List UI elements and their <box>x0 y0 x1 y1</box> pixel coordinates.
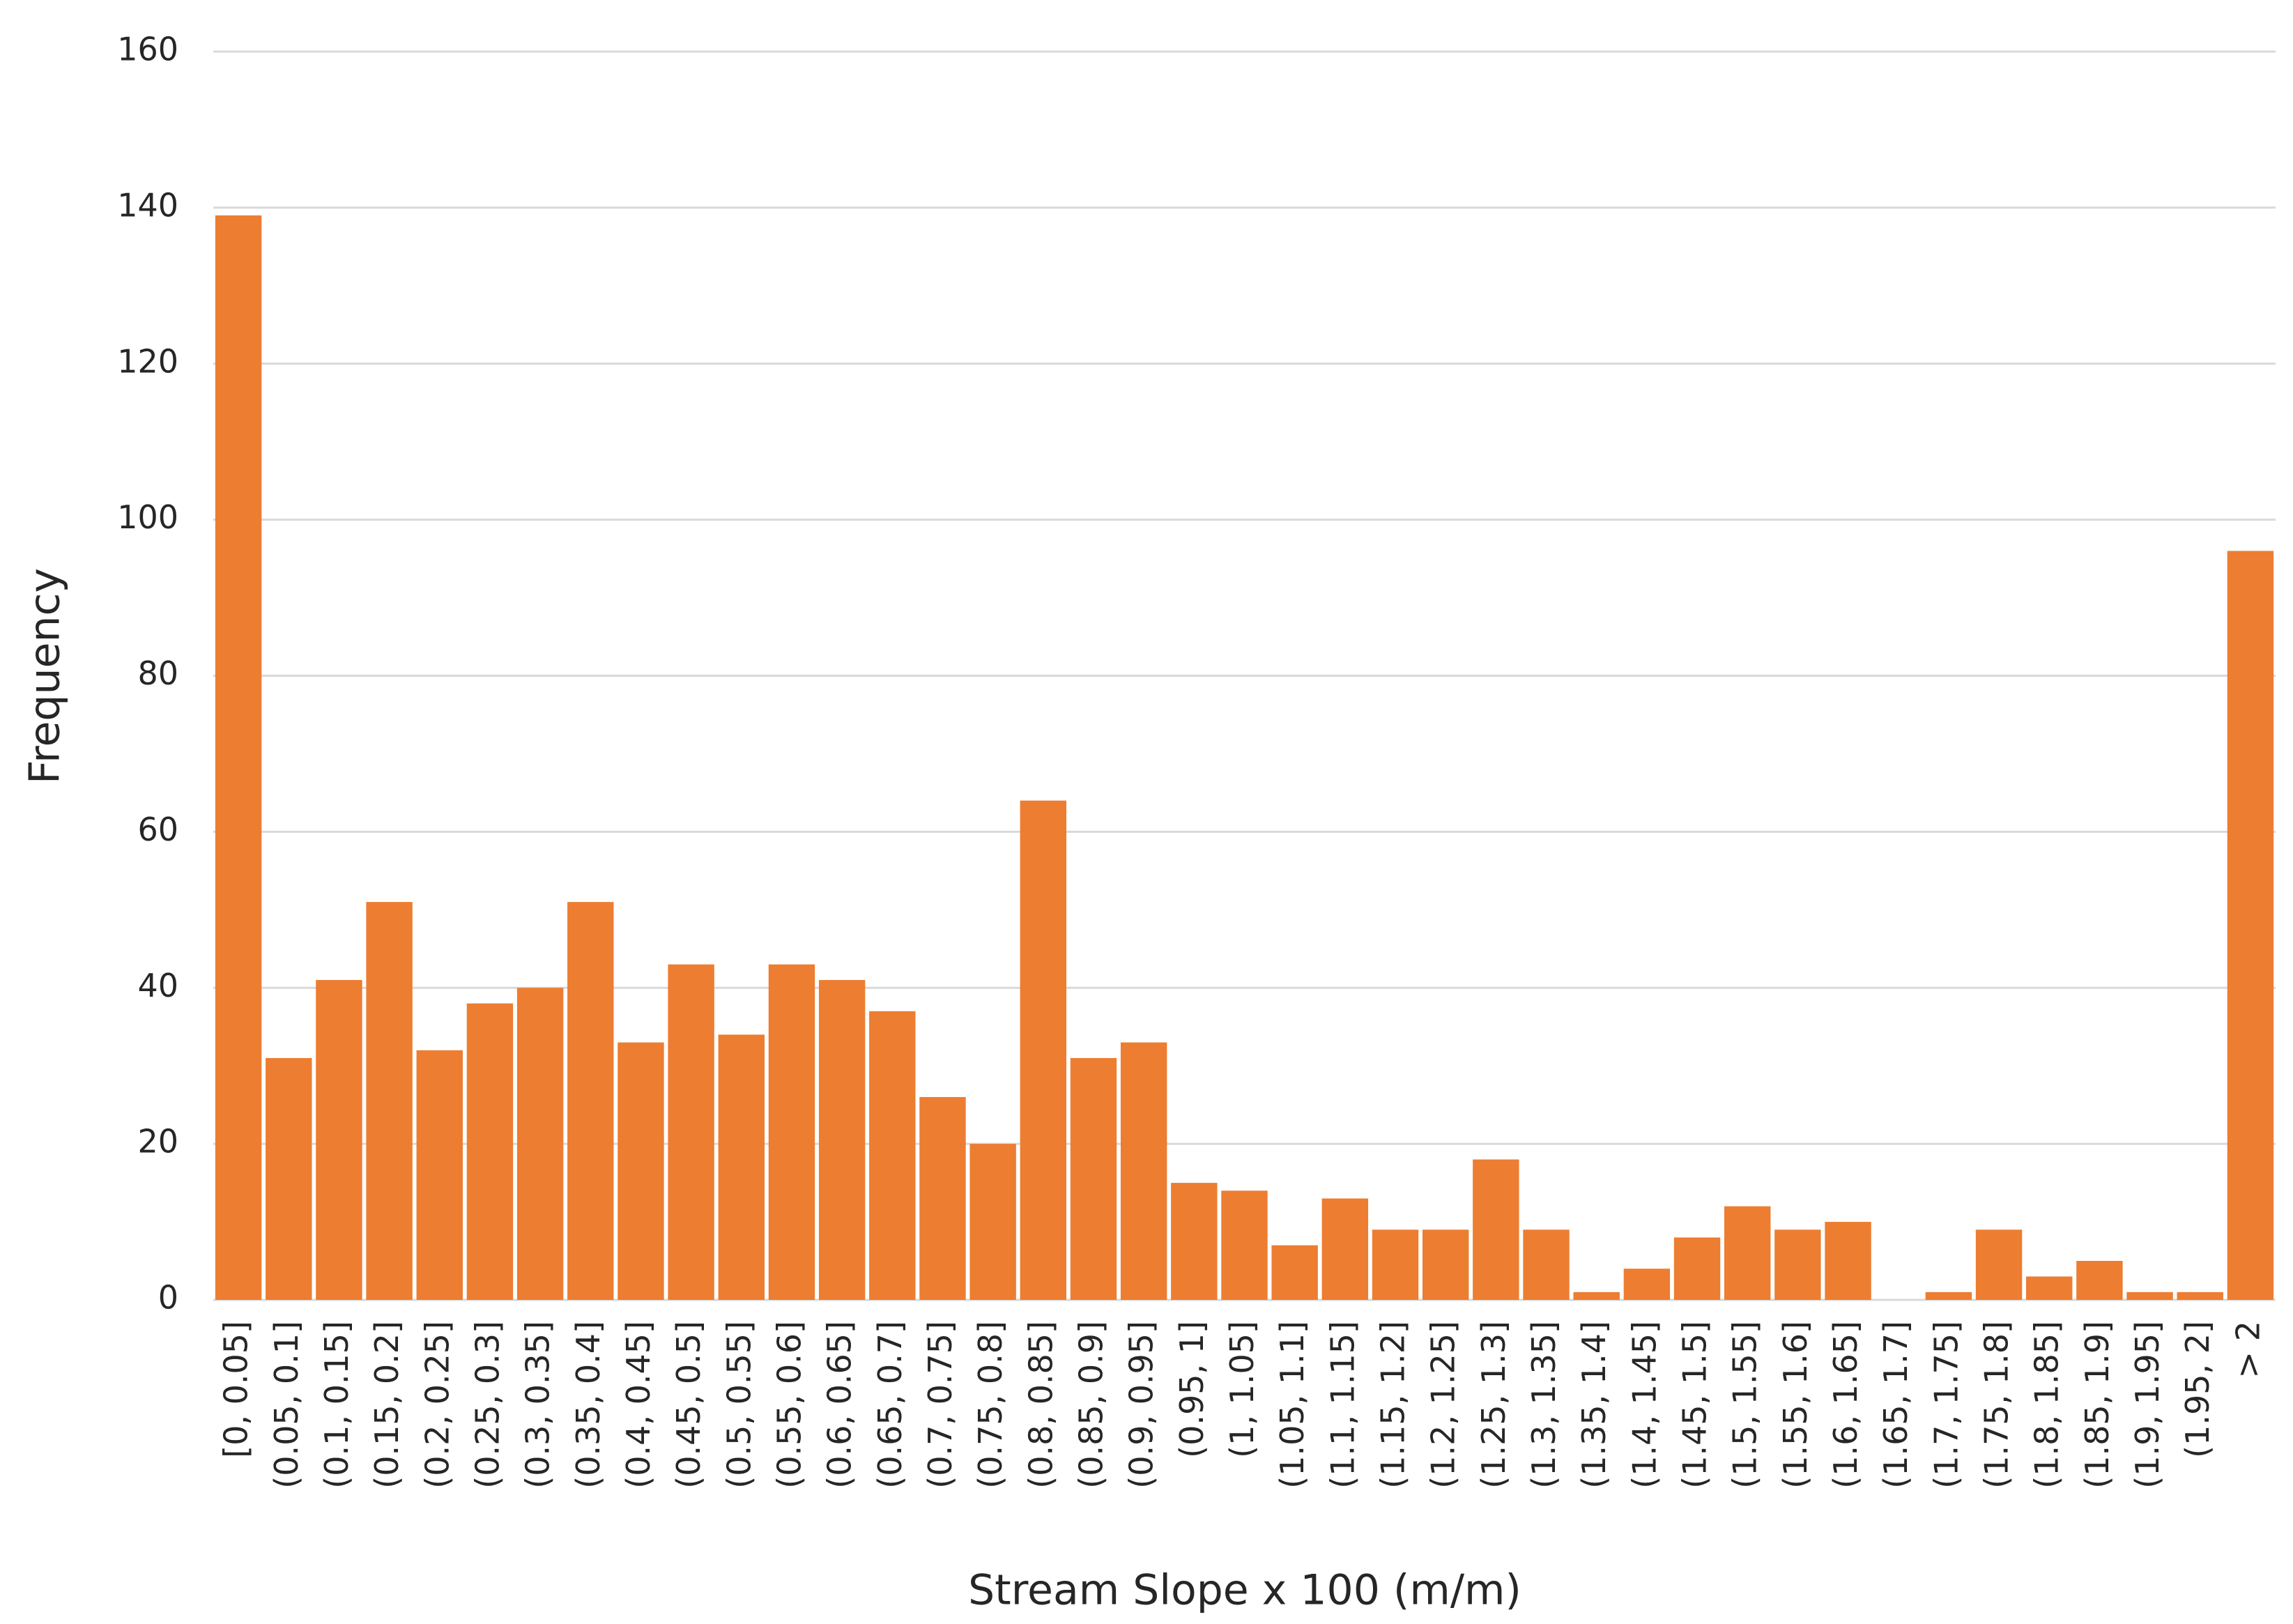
bar <box>516 988 564 1300</box>
x-tick-label: (0.85, 0.9] <box>1072 1321 1110 1489</box>
x-tick-label: (0.45, 0.5] <box>670 1321 707 1489</box>
x-tick-label: [0, 0.05] <box>217 1321 255 1458</box>
x-tick-label: (0.9, 0.95] <box>1123 1321 1160 1489</box>
x-tick-label: (0.4, 0.45] <box>620 1321 657 1489</box>
x-tick-label: (0.55, 0.6] <box>770 1321 808 1489</box>
bar <box>768 964 815 1300</box>
bar <box>416 1050 463 1300</box>
x-tick-label: (0.95, 1] <box>1173 1321 1211 1458</box>
bar <box>668 964 714 1300</box>
bar <box>1975 1230 2023 1300</box>
bar <box>1020 800 1067 1300</box>
y-tick-label: 60 <box>137 811 178 848</box>
x-tick-label: (1.2, 1.25] <box>1425 1321 1462 1489</box>
bar <box>869 1011 916 1300</box>
x-tick-label: (1.3, 1.35] <box>1525 1321 1563 1489</box>
x-tick-label: (1.65, 1.7] <box>1877 1321 1915 1489</box>
bar <box>1473 1159 1519 1300</box>
y-tick-label: 140 <box>117 186 178 224</box>
x-axis-title: Stream Slope x 100 (m/m) <box>968 1566 1521 1615</box>
bar <box>1171 1183 1218 1300</box>
bar <box>1673 1237 1721 1300</box>
x-tick-label: (1.7, 1.75] <box>1927 1321 1965 1489</box>
bar <box>1774 1230 1821 1300</box>
x-tick-label: (0.7, 0.75] <box>921 1321 959 1489</box>
x-tick-label: (0.15, 0.2] <box>368 1321 406 1489</box>
bar <box>316 980 362 1300</box>
x-tick-label: (1.75, 1.8] <box>1978 1321 2016 1489</box>
x-tick-label: (1.95, 2] <box>2179 1321 2216 1458</box>
x-tick-label: (1.8, 1.85] <box>2028 1321 2066 1489</box>
bar <box>919 1096 966 1300</box>
bar <box>1221 1190 1268 1300</box>
bar <box>1573 1292 1620 1300</box>
x-tick-label: (1.55, 1.6] <box>1777 1321 1814 1489</box>
bar <box>1372 1230 1419 1300</box>
bar <box>1070 1057 1117 1300</box>
bar <box>266 1057 312 1300</box>
x-tick-label: (0.3, 0.35] <box>519 1321 557 1489</box>
x-tick-label: > 2 <box>2229 1321 2267 1378</box>
x-tick-label: (1, 1.05] <box>1223 1321 1261 1458</box>
bar <box>2026 1276 2073 1300</box>
x-tick-label: (0.5, 0.55] <box>720 1321 758 1489</box>
x-tick-label: (1.45, 1.5] <box>1676 1321 1714 1489</box>
y-tick-label: 40 <box>137 967 178 1004</box>
bar <box>2126 1292 2173 1300</box>
x-tick-label: (0.65, 0.7] <box>871 1321 909 1489</box>
bar <box>2076 1261 2123 1300</box>
y-tick-label: 0 <box>158 1279 178 1317</box>
bar <box>567 902 614 1300</box>
x-tick-label: (0.35, 0.4] <box>569 1321 607 1489</box>
x-tick-label: (0.8, 0.85] <box>1022 1321 1059 1489</box>
x-tick-label: (0.25, 0.3] <box>468 1321 506 1489</box>
bar <box>366 902 413 1300</box>
bar <box>1825 1222 1871 1300</box>
x-tick-label: (1.6, 1.65] <box>1827 1321 1864 1489</box>
x-tick-label: (0.1, 0.15] <box>318 1321 355 1489</box>
bar <box>1271 1245 1318 1300</box>
bar <box>1925 1292 1972 1300</box>
x-tick-label: (1.15, 1.2] <box>1374 1321 1412 1489</box>
y-tick-label: 100 <box>117 498 178 536</box>
bar <box>1523 1230 1570 1300</box>
bar <box>969 1144 1016 1300</box>
y-tick-label: 120 <box>117 342 178 380</box>
y-tick-label: 20 <box>137 1123 178 1160</box>
x-tick-label: (0.2, 0.25] <box>418 1321 456 1489</box>
x-tick-label: (0.75, 0.8] <box>972 1321 1009 1489</box>
bar <box>618 1042 664 1300</box>
bar <box>466 1003 514 1300</box>
bar <box>1120 1042 1167 1300</box>
x-tick-label: (1.9, 1.95] <box>2129 1321 2166 1489</box>
bar <box>1623 1269 1671 1300</box>
bar <box>2177 1292 2223 1300</box>
x-tick-label: (1.25, 1.3] <box>1475 1321 1512 1489</box>
bar <box>1321 1198 1369 1300</box>
bar <box>1724 1206 1771 1300</box>
x-tick-label: (1.4, 1.45] <box>1625 1321 1663 1489</box>
x-tick-label: (1.35, 1.4] <box>1575 1321 1613 1489</box>
x-tick-label: (1.85, 1.9] <box>2078 1321 2116 1489</box>
y-axis-title: Frequency <box>21 568 70 784</box>
bar <box>818 980 866 1300</box>
bar <box>215 215 262 1301</box>
x-tick-label: (1.5, 1.55] <box>1726 1321 1764 1489</box>
x-tick-label: (1.1, 1.15] <box>1324 1321 1361 1489</box>
bar <box>2227 551 2274 1300</box>
x-tick-label: (0.05, 0.1] <box>268 1321 305 1489</box>
bar <box>718 1034 765 1300</box>
x-tick-label: (1.05, 1.1] <box>1273 1321 1311 1489</box>
y-tick-label: 160 <box>117 31 178 68</box>
bar <box>1422 1230 1469 1300</box>
x-tick-label: (0.6, 0.65] <box>821 1321 859 1489</box>
y-tick-label: 80 <box>137 654 178 692</box>
